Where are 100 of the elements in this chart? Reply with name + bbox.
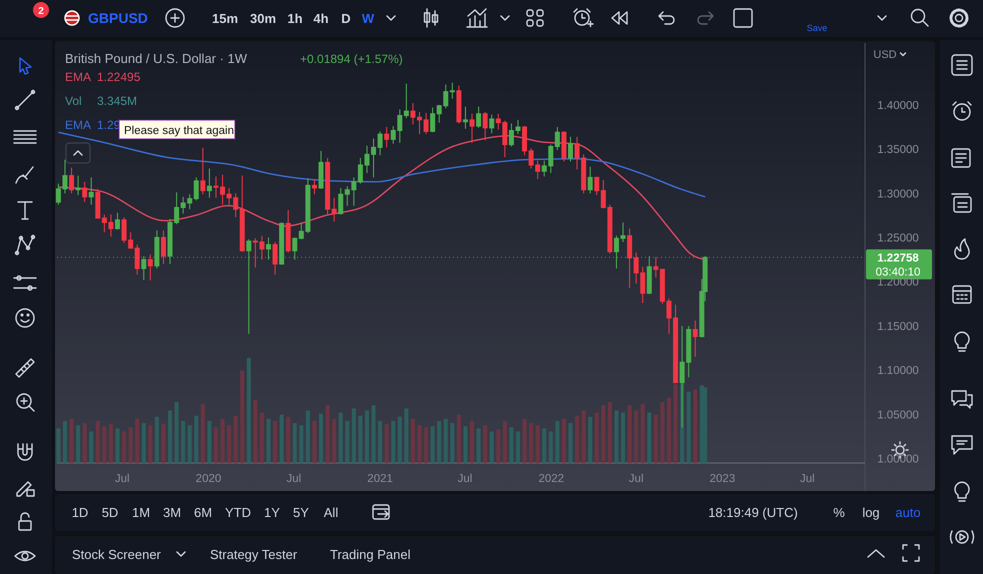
bar [628,405,632,463]
bar [640,404,645,463]
text: D [341,11,351,26]
candlestick [206,168,212,198]
annotation: Please say that again [124,125,234,137]
bar [319,414,324,463]
bar [588,416,592,463]
bar [260,412,264,463]
x-tick-label: 2021 [367,473,393,485]
candlestick [200,147,206,195]
bar [582,410,586,463]
bar [666,398,671,463]
candlestick [338,188,344,216]
bar [398,416,402,463]
candlestick [114,212,120,230]
bar [89,432,94,463]
bar [703,387,708,463]
bar [266,418,270,463]
bar [542,428,546,463]
bar [693,390,698,463]
candlestick [588,166,593,194]
candlestick [76,175,81,196]
y-tick-label: 1.25000 [877,232,919,245]
bar [174,402,179,463]
text: % [833,505,846,520]
bar [594,412,599,463]
bar [509,427,514,463]
text: 30m [250,11,276,26]
x-tick-label: Jul [800,473,815,485]
text: British Pound / U.S. Dollar · 1W [65,51,248,66]
bar [562,418,566,463]
x-tick-label: Jul [628,473,644,485]
series-label: EMA [65,118,92,132]
bar [358,416,362,463]
bar [76,425,80,463]
bar [470,421,474,463]
tooltip: Please say that again [118,120,236,140]
bar [516,432,520,463]
bar [200,404,205,463]
bar [372,405,376,463]
text: 4h [313,11,329,26]
y-tick-label: 1.00000 [877,454,919,466]
bar [227,425,232,463]
text: 1D [72,505,88,520]
y-tick-label: 1.30000 [877,188,919,200]
bar [194,416,198,463]
bar [96,421,100,463]
candlestick [561,130,566,162]
bar [161,424,166,463]
text: 1M [132,505,150,520]
candlestick [489,114,494,134]
bar [326,405,330,463]
text: auto [895,505,921,520]
bar [621,412,626,463]
candlestick [384,126,390,148]
text: EMA [65,70,92,84]
bar [660,402,664,463]
bar [220,418,225,463]
bar [476,428,481,463]
bar [568,423,572,463]
bar [424,427,428,463]
text: 6M [194,505,212,520]
annotation: 1.22495 [97,70,141,84]
bar [483,425,488,463]
candlestick [542,160,547,178]
bar [444,418,448,463]
candlestick [462,106,468,130]
text: 1Y [264,505,280,520]
text: 5Y [293,505,310,520]
bar [122,432,126,463]
bar [391,421,396,463]
annotation: 3.345M [97,94,138,108]
bar [654,414,658,463]
bar [522,418,527,463]
bar [306,410,310,463]
bar [312,421,316,463]
bar [384,424,389,463]
bar [188,425,192,463]
bar [128,427,133,463]
candlestick [470,113,475,144]
y-tick-label: 1.05000 [877,409,919,422]
bar [437,421,442,463]
text: 5D [102,505,118,520]
bar [246,358,251,463]
bar [181,421,186,463]
bar [608,402,612,463]
text: All [324,505,338,520]
bar [102,426,106,463]
notification-badge: 2 [33,2,49,18]
bar [280,414,284,463]
bar [56,428,60,463]
bar [614,410,618,463]
x-tick-label: Jul [286,473,302,485]
candlestick [194,176,199,201]
candlestick [160,230,166,265]
bar [148,425,152,463]
bar [686,392,691,463]
bar [299,425,304,463]
bar [674,384,678,463]
text: log [862,505,880,520]
